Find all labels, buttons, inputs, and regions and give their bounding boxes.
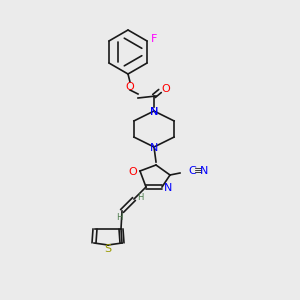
Text: O: O bbox=[162, 84, 170, 94]
Text: F: F bbox=[151, 34, 158, 44]
Text: O: O bbox=[128, 167, 137, 177]
Text: ≡: ≡ bbox=[194, 166, 203, 176]
Text: H: H bbox=[116, 212, 122, 221]
Text: N: N bbox=[150, 107, 158, 117]
Text: N: N bbox=[150, 107, 158, 117]
Text: H: H bbox=[137, 193, 143, 202]
Text: N: N bbox=[164, 183, 172, 193]
Text: C: C bbox=[188, 166, 196, 176]
Text: N: N bbox=[150, 143, 158, 153]
Text: O: O bbox=[126, 82, 134, 92]
Text: N: N bbox=[200, 166, 208, 176]
Text: S: S bbox=[104, 244, 112, 254]
